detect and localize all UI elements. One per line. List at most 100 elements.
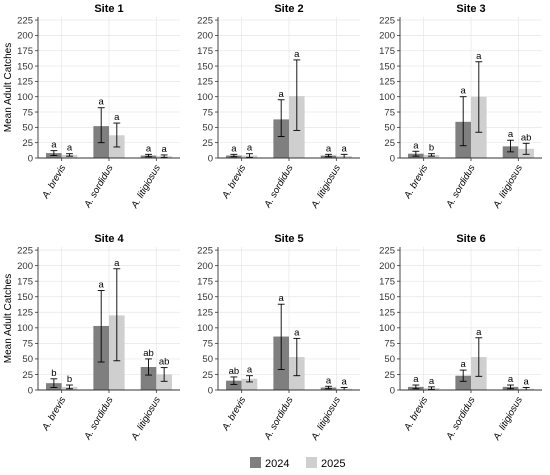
y-tick-label: 0 — [28, 385, 33, 396]
y-tick-label: 225 — [197, 245, 213, 256]
y-tick-label: 25 — [202, 138, 213, 149]
y-tick-label: 225 — [17, 15, 33, 26]
y-tick-label: 25 — [22, 370, 33, 381]
bar — [455, 375, 471, 390]
y-tick-label: 75 — [384, 107, 395, 118]
panel-title: Site 6 — [456, 233, 485, 245]
y-tick-label: 200 — [197, 261, 213, 272]
x-tick-label: A. brevis — [402, 395, 431, 434]
significance-label: a — [247, 143, 253, 154]
x-tick-label: A. sordidus — [444, 395, 478, 443]
significance-label: ab — [229, 366, 240, 377]
x-tick-label: A. sordidus — [82, 163, 116, 211]
y-tick-label: 25 — [22, 138, 33, 149]
y-tick-label: 50 — [22, 354, 33, 365]
y-tick-label: 50 — [22, 123, 33, 134]
y-tick-label: 100 — [197, 323, 213, 334]
y-tick-label: 150 — [17, 61, 33, 72]
significance-label: b — [429, 143, 434, 154]
panel-2: Site 20255075100125150175200225aaaaaaA. … — [197, 3, 360, 211]
y-tick-label: 0 — [28, 153, 33, 164]
significance-label: b — [67, 374, 72, 385]
significance-label: a — [99, 97, 105, 108]
x-tick-label: A. litigiosus — [491, 395, 525, 443]
y-tick-label: 0 — [208, 385, 213, 396]
y-tick-label: 200 — [17, 31, 33, 42]
y-tick-label: 125 — [197, 77, 213, 88]
x-tick-label: A. brevis — [40, 395, 69, 434]
significance-label: a — [341, 377, 347, 388]
y-tick-label: 125 — [379, 77, 395, 88]
panel-6: Site 60255075100125150175200225aaaaaaA. … — [379, 233, 542, 443]
y-tick-label: 200 — [197, 31, 213, 42]
x-tick-label: A. litigiosus — [129, 395, 163, 443]
panel-4: Site 4 0 25 50 75 100 125 150 175 200 225 b a ab b a ab A… — [3, 233, 180, 443]
x-tick-label: A. brevis — [40, 163, 69, 202]
x-tick-label: A. litigiosus — [309, 395, 343, 443]
y-tick-label: 25 — [384, 370, 395, 381]
significance-label: a — [67, 143, 73, 154]
legend-label: 2025 — [321, 458, 345, 470]
significance-label: a — [461, 86, 467, 97]
significance-label: a — [476, 327, 482, 338]
y-tick-label: 100 — [379, 323, 395, 334]
significance-label: a — [413, 140, 419, 151]
significance-label: a — [231, 143, 237, 154]
significance-label: a — [99, 280, 105, 291]
y-tick-label: 125 — [197, 308, 213, 319]
legend-swatch — [250, 457, 261, 468]
y-tick-label: 25 — [202, 370, 213, 381]
y-tick-label: 150 — [379, 61, 395, 72]
panel-title: Site 3 — [456, 3, 485, 15]
bar — [140, 366, 157, 390]
y-tick-label: 200 — [379, 261, 395, 272]
panel-5: Site 50255075100125150175200225abaaaaaA.… — [197, 233, 360, 443]
significance-label: a — [51, 140, 57, 151]
y-tick-label: 150 — [17, 292, 33, 303]
y-tick-label: 50 — [202, 354, 213, 365]
significance-label: a — [114, 258, 120, 269]
significance-label: a — [508, 129, 514, 140]
y-tick-label: 175 — [379, 46, 395, 57]
y-tick-label: 175 — [197, 46, 213, 57]
y-tick-label: 200 — [379, 31, 395, 42]
y-tick-label: 50 — [202, 123, 213, 134]
y-tick-label: 150 — [197, 292, 213, 303]
x-tick-label: A. brevis — [220, 395, 249, 434]
y-tick-label: 175 — [379, 276, 395, 287]
y-tick-label: 175 — [17, 276, 33, 287]
y-tick-label: 225 — [379, 15, 395, 26]
legend-label: 2024 — [265, 458, 289, 470]
y-tick-label: 50 — [384, 123, 395, 134]
significance-label: a — [146, 143, 152, 154]
y-tick-label: 0 — [208, 153, 213, 164]
x-tick-label: A. litigiosus — [309, 163, 343, 211]
significance-label: a — [279, 89, 285, 100]
y-tick-label: 200 — [17, 261, 33, 272]
y-tick-label: 75 — [202, 339, 213, 350]
significance-label: a — [461, 359, 467, 370]
significance-label: a — [294, 49, 300, 60]
legend: 2024 2025 — [250, 457, 345, 470]
y-tick-label: 125 — [17, 308, 33, 319]
significance-label: a — [326, 375, 332, 386]
significance-label: a — [429, 376, 435, 387]
y-tick-label: 175 — [17, 46, 33, 57]
panel-title: Site 5 — [274, 233, 303, 245]
significance-label: a — [161, 144, 167, 155]
y-tick-label: 25 — [384, 138, 395, 149]
significance-label: ab — [159, 357, 170, 368]
significance-label: a — [326, 143, 332, 154]
significance-label: a — [508, 374, 514, 385]
significance-label: a — [413, 374, 419, 385]
y-tick-label: 100 — [379, 92, 395, 103]
y-tick-label: 100 — [197, 92, 213, 103]
x-tick-label: A. sordidus — [82, 395, 116, 443]
significance-label: a — [294, 327, 300, 338]
y-tick-label: 225 — [197, 15, 213, 26]
y-tick-label: 75 — [384, 339, 395, 350]
y-tick-label: 100 — [17, 323, 33, 334]
x-tick-label: A. brevis — [220, 163, 249, 202]
y-tick-label: 50 — [384, 354, 395, 365]
y-tick-label: 100 — [17, 92, 33, 103]
